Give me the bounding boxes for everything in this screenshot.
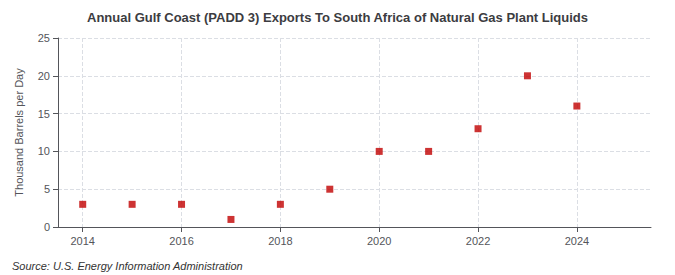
svg-text:2014: 2014 [70,235,94,247]
svg-text:2022: 2022 [466,235,490,247]
svg-text:15: 15 [38,108,50,120]
svg-text:25: 25 [38,32,50,44]
svg-text:0: 0 [44,221,50,233]
svg-text:2024: 2024 [565,235,589,247]
svg-text:2018: 2018 [268,235,292,247]
svg-text:20: 20 [38,70,50,82]
svg-text:5: 5 [44,183,50,195]
svg-text:Thousand Barrels per Day: Thousand Barrels per Day [13,68,25,197]
svg-text:2016: 2016 [169,235,193,247]
svg-text:2020: 2020 [367,235,391,247]
svg-text:Source: U.S. Energy Informatio: Source: U.S. Energy Information Administ… [12,260,243,272]
svg-text:Annual Gulf Coast (PADD 3) Exp: Annual Gulf Coast (PADD 3) Exports To So… [87,10,588,25]
svg-text:10: 10 [38,145,50,157]
